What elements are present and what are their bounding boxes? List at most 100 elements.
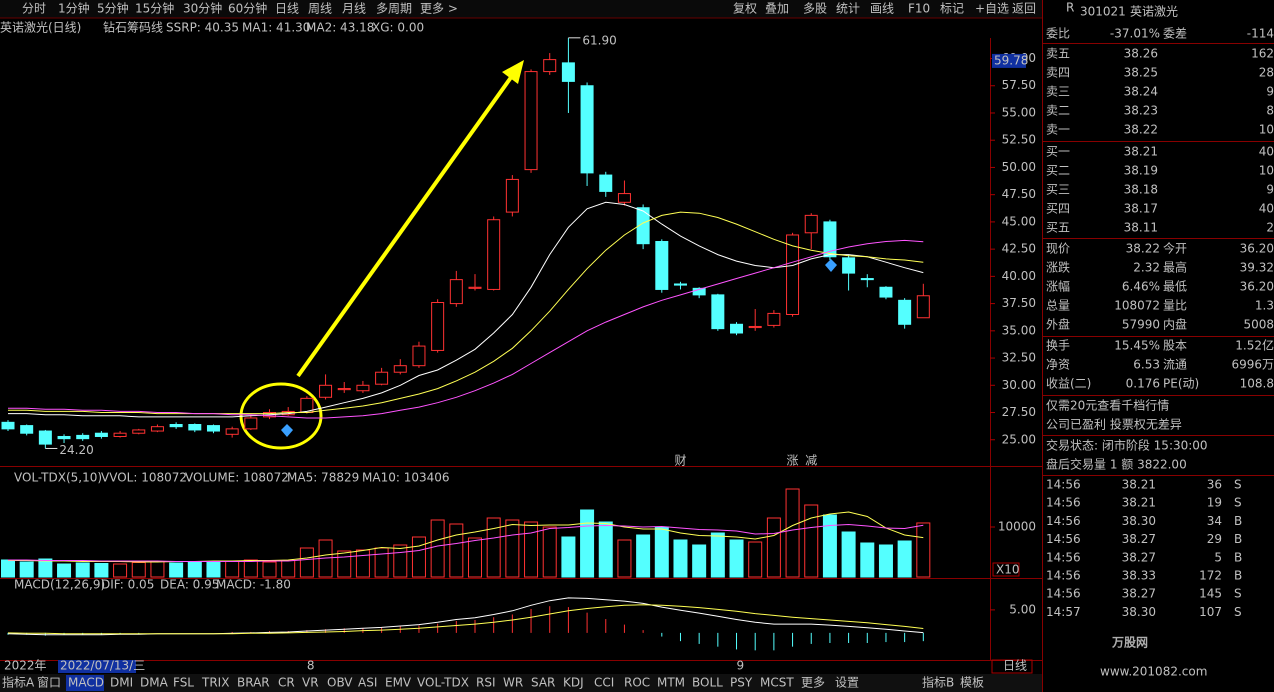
date-cursor [58,660,136,673]
quote-cell: 40 [1259,202,1274,216]
date-label: 9 [737,659,745,673]
period-button[interactable]: 60分钟 [228,1,267,16]
indicator-tab[interactable]: MCST [760,676,794,690]
active-tab [66,675,104,691]
candle-body [879,286,893,298]
event-flag[interactable]: 财 [674,454,686,468]
volume-bar [692,544,707,578]
series-line [7,604,924,635]
indicator-tab[interactable]: 模板 [960,676,984,690]
period-button[interactable]: 1分钟 [58,1,90,16]
indicator-tab[interactable]: BRAR [237,676,270,690]
indicator-tab[interactable]: MACD [68,676,104,690]
volume-bar [710,532,725,578]
quote-cell: 换手 [1046,339,1070,353]
tool-button[interactable]: 返回 [1012,2,1036,16]
indicator-tab[interactable]: ROC [624,676,650,690]
period-button[interactable]: 多周期 [376,2,412,16]
indicator-tab[interactable]: SAR [531,676,555,690]
period-button[interactable]: 月线 [342,2,366,16]
volume-bar [281,560,296,578]
volume-bar [113,563,128,578]
indicator-tab[interactable]: ASI [358,676,377,690]
indicator-tab[interactable]: 指标A [2,675,35,690]
indicator-tab[interactable]: MTM [657,676,685,690]
period-button[interactable]: 5分钟 [97,1,129,16]
tool-button[interactable]: 复权 [733,2,757,16]
stock-code: 301021 [1080,5,1126,19]
tool-button[interactable]: 叠加 [765,2,789,16]
quote-cell: 108.8 [1240,377,1274,391]
event-flag[interactable]: 减 [805,454,817,468]
indicator-tab[interactable]: 指标B [922,675,954,690]
quote-cell: 14:56 [1046,532,1081,546]
quote-cell: 38.22 [1126,242,1160,256]
indicator-tab[interactable]: VOL-TDX [417,676,469,690]
notice[interactable]: 仅需20元查看千档行情 [1046,399,1169,413]
volume-bar [299,547,314,578]
quote-cell: 38.27 [1122,587,1156,601]
indicator-tab[interactable]: 设置 [835,676,859,690]
indicator-tab[interactable]: CR [278,676,295,690]
y-tick-label: 47.50 [1002,187,1036,201]
candle-body [636,207,650,245]
candle-body [730,323,744,334]
quote-cell: S [1234,587,1242,601]
candle-body [412,345,426,367]
period-button[interactable]: 15分钟 [135,1,174,16]
indicator-tab[interactable]: BOLL [692,676,723,690]
indicator-tab[interactable]: EMV [385,676,412,690]
period-label[interactable]: 日线 [1003,659,1027,673]
period-button[interactable]: 更多 > [420,2,458,16]
volume-bar [411,536,426,578]
period-button[interactable]: 分时 [22,2,46,16]
indicator-tab[interactable]: KDJ [563,676,584,690]
candle-body [898,299,912,325]
tool-button[interactable]: 画线 [870,2,894,16]
tool-button[interactable]: 标记 [940,2,964,16]
indicator-tab[interactable]: FSL [173,676,194,690]
volume-bar [617,539,632,578]
quote-cell: 38.26 [1124,47,1158,61]
candle-body [804,214,818,234]
quote-cell: -114 [1247,27,1274,41]
indicator-tab[interactable]: OBV [327,676,353,690]
period-button[interactable]: 30分钟 [183,1,222,16]
indicator-tab[interactable]: 更多 [801,676,825,690]
period-button[interactable]: 周线 [308,2,332,16]
indicator-tab[interactable]: PSY [730,676,753,690]
volume-bar [169,562,184,578]
indicator-tab[interactable]: 窗口 [37,676,61,690]
indicator-tab[interactable]: DMA [140,676,169,690]
volume-bar [206,562,221,578]
indicator-tab[interactable]: DMI [110,676,133,690]
y-tick-label: 30.00 [1002,378,1036,392]
period-button[interactable]: 日线 [275,2,299,16]
tool-button[interactable]: 多股 [803,2,827,16]
quote-cell: 2.32 [1133,261,1160,275]
volume-bar [449,523,464,578]
quote-cell: 14:57 [1046,605,1081,619]
volume-bar [131,562,146,578]
volume-bar [542,526,557,578]
candle-body [561,62,575,82]
quote-cell: 14:56 [1046,514,1081,528]
quote-cell: B [1234,550,1242,564]
indicator-tab[interactable]: WR [503,676,523,690]
indicator-tab[interactable]: TRIX [201,676,229,690]
indicator-tab[interactable]: CCI [594,676,614,690]
series-line [8,511,924,563]
y-tick-label: 55.00 [1002,105,1036,119]
candle-body [468,286,482,289]
tool-button[interactable]: 统计 [836,2,860,16]
event-flag[interactable]: 涨 [787,453,799,468]
quote-cell: 57990 [1122,318,1160,332]
volume-bar [785,488,800,578]
tool-button[interactable]: F10 [908,2,930,16]
tool-button[interactable]: +自选 [975,2,1009,16]
volume-bar [19,561,34,578]
indicator-tab[interactable]: RSI [476,676,496,690]
indicator-tab[interactable]: VR [302,676,319,690]
